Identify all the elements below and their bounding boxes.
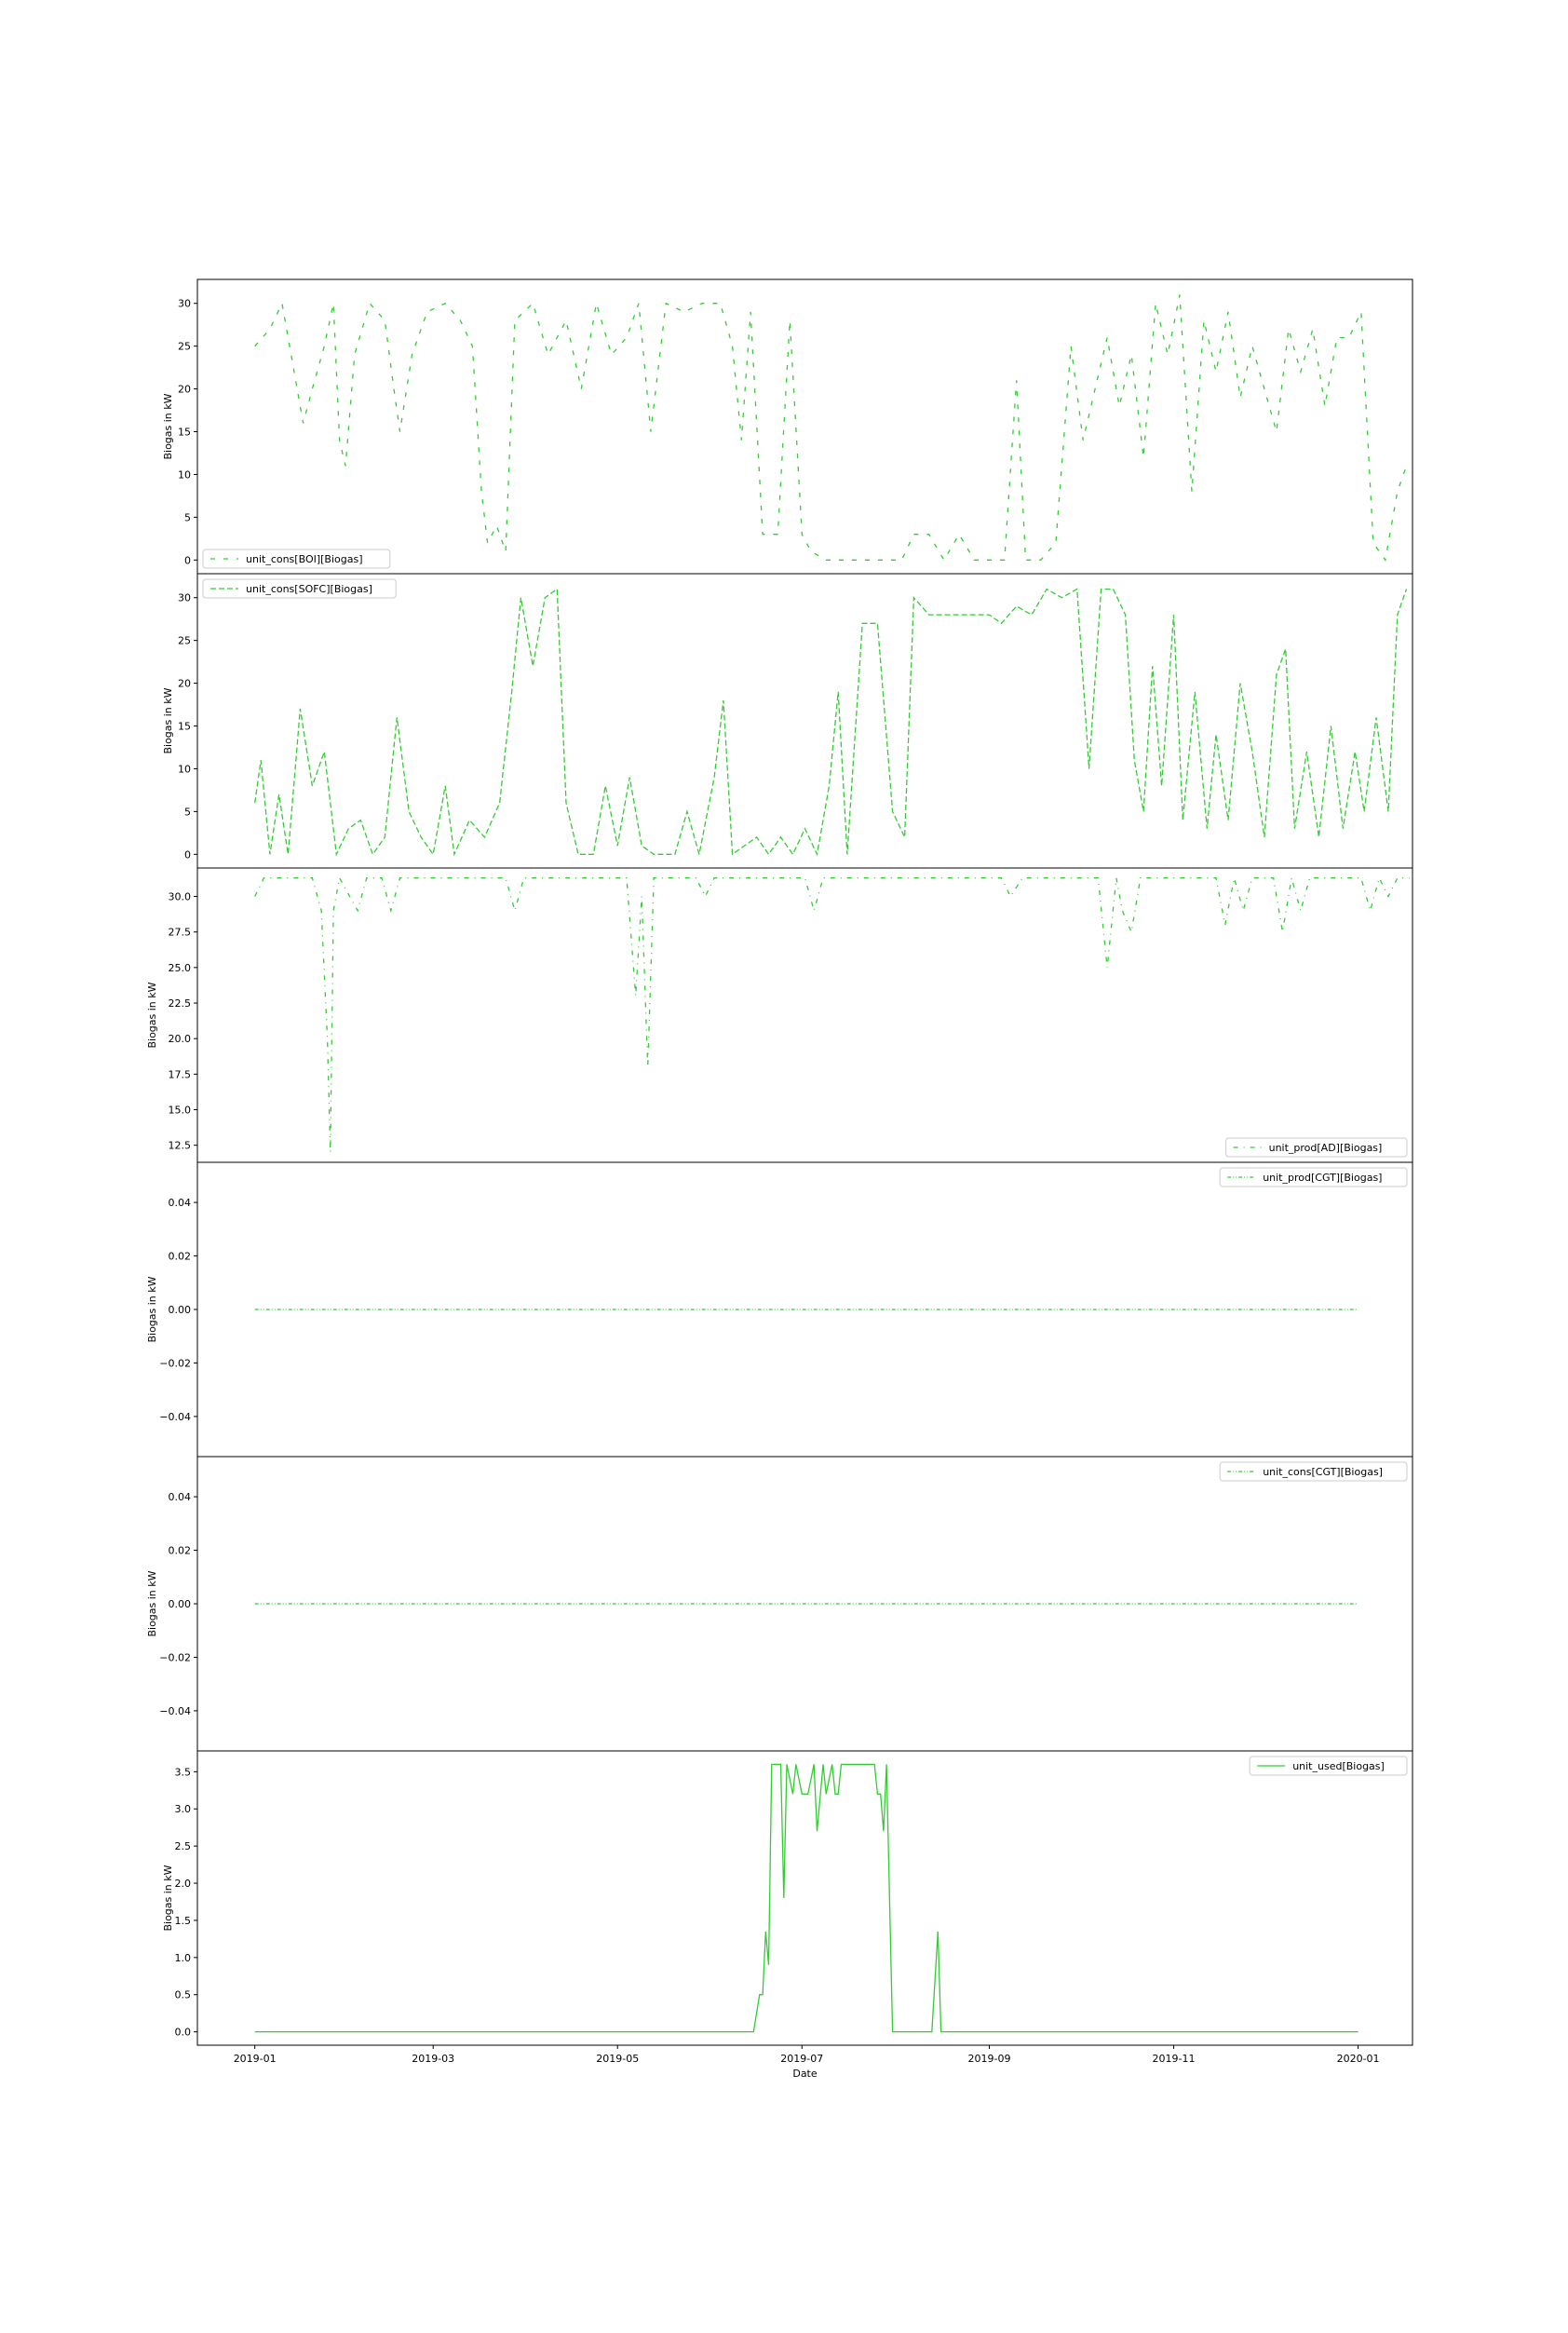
- legend-box: [202, 578, 397, 599]
- y-axis-label: Biogas in kW: [146, 1276, 158, 1342]
- y-axis-label: Biogas in kW: [162, 393, 174, 459]
- y-axis-label: Biogas in kW: [162, 687, 174, 753]
- subplot-4: −0.04 −0.02 0.00 0.02 0.04 Biogas in kW unit_p…: [146, 1161, 1413, 1458]
- series-line: [254, 875, 1410, 1153]
- y-tick-label: 0.00: [169, 1304, 192, 1316]
- y-axis-label: Biogas in kW: [146, 1570, 158, 1636]
- x-tick-label: 2019-01: [234, 2053, 277, 2065]
- y-tick-label: 12.5: [169, 1140, 192, 1152]
- subplot-6: 0.0 0.5 1.0 1.5 2.0 2.5 3.0 3.5 Biogas in kW 2019…: [162, 1750, 1413, 2080]
- y-tick-label: 0.02: [169, 1545, 192, 1557]
- y-tick-label: 15: [178, 427, 191, 439]
- y-tick-label: 30: [178, 298, 191, 310]
- legend: unit_prod[AD][Biogas]: [1225, 1137, 1408, 1158]
- subplot-5: −0.04 −0.02 0.00 0.02 0.04 Biogas in kW unit_c…: [146, 1456, 1413, 1752]
- legend-box: [1249, 1756, 1408, 1776]
- legend: unit_used[Biogas]: [1249, 1756, 1408, 1776]
- legend-label: unit_cons[SOFC][Biogas]: [246, 583, 372, 595]
- y-tick-label: 3.0: [175, 1803, 192, 1815]
- y-tick-label: 0.04: [169, 1491, 192, 1503]
- legend: unit_prod[CGT][Biogas]: [1219, 1167, 1408, 1187]
- y-tick-label: 10: [178, 763, 191, 775]
- subplot-3: 12.5 15.0 17.5 20.0 22.5 25.0 27.5 30.0 Biogas i…: [146, 867, 1413, 1163]
- legend-label: unit_prod[CGT][Biogas]: [1263, 1172, 1382, 1184]
- axes-frame: [196, 1750, 1413, 2046]
- y-tick-label: 0: [184, 554, 191, 566]
- legend-box: [1219, 1461, 1408, 1482]
- legend: unit_cons[CGT][Biogas]: [1219, 1461, 1408, 1482]
- x-tick-label: 2020-01: [1337, 2053, 1380, 2065]
- y-axis-label: Biogas in kW: [162, 1865, 174, 1931]
- y-axis-label: Biogas in kW: [146, 982, 158, 1048]
- y-tick-label: 20: [178, 384, 191, 396]
- y-tick-label: −0.02: [159, 1651, 191, 1663]
- legend-label: unit_cons[BOI][Biogas]: [246, 553, 363, 565]
- y-tick-label: 30: [178, 592, 191, 604]
- y-tick-label: −0.04: [159, 1705, 191, 1717]
- y-tick-label: 0.04: [169, 1197, 192, 1209]
- series-line: [254, 294, 1408, 562]
- x-axis-label: Date: [792, 2068, 818, 2080]
- y-tick-label: 22.5: [169, 997, 192, 1010]
- y-tick-label: 17.5: [169, 1068, 192, 1080]
- series-line: [254, 1763, 1358, 2033]
- legend-label: unit_cons[CGT][Biogas]: [1263, 1466, 1383, 1478]
- y-tick-label: 0.00: [169, 1598, 192, 1610]
- legend-box: [202, 549, 391, 569]
- y-tick-label: 25: [178, 341, 191, 353]
- x-tick-label: 2019-11: [1153, 2053, 1196, 2065]
- legend: unit_cons[BOI][Biogas]: [202, 549, 391, 569]
- y-tick-label: 2.5: [175, 1840, 192, 1852]
- axes-frame: [196, 867, 1413, 1163]
- axes-frame: [196, 573, 1413, 869]
- y-tick-label: 1.5: [175, 1915, 192, 1927]
- series-line: [254, 588, 1408, 857]
- y-tick-label: −0.04: [159, 1411, 191, 1423]
- y-tick-label: 5: [184, 511, 191, 523]
- y-tick-label: 27.5: [169, 927, 192, 939]
- legend: unit_cons[SOFC][Biogas]: [202, 578, 397, 599]
- y-tick-label: 15.0: [169, 1105, 192, 1117]
- y-tick-label: 0.0: [175, 2027, 192, 2039]
- y-tick-label: −0.02: [159, 1357, 191, 1369]
- y-tick-label: 0.02: [169, 1251, 192, 1263]
- y-tick-label: 3.5: [175, 1766, 192, 1778]
- y-tick-label: 1.0: [175, 1952, 192, 1964]
- subplot-2: 0 5 10 15 20 25 30 Biogas in kW unit_cons[SOFC][…: [162, 573, 1413, 869]
- y-tick-label: 10: [178, 468, 191, 481]
- x-tick-label: 2019-07: [780, 2053, 823, 2065]
- y-tick-label: 5: [184, 806, 191, 818]
- x-tick-label: 2019-05: [596, 2053, 639, 2065]
- y-tick-label: 15: [178, 721, 191, 733]
- legend-box: [1225, 1137, 1408, 1158]
- y-tick-label: 25: [178, 635, 191, 647]
- y-tick-label: 20.0: [169, 1033, 192, 1045]
- legend-label: unit_prod[AD][Biogas]: [1269, 1142, 1383, 1154]
- y-tick-label: 20: [178, 678, 191, 690]
- y-tick-label: 0: [184, 848, 191, 861]
- y-tick-label: 30.0: [169, 891, 192, 903]
- legend-label: unit_used[Biogas]: [1292, 1760, 1385, 1772]
- x-tick-label: 2019-03: [412, 2053, 454, 2065]
- x-tick-label: 2019-09: [968, 2053, 1011, 2065]
- subplot-1: 0 5 10 15 20 25 30 Biogas in kW unit_cons[BOI][B…: [162, 278, 1413, 575]
- y-tick-label: 2.0: [175, 1878, 192, 1890]
- y-tick-label: 25.0: [169, 962, 192, 974]
- legend-box: [1219, 1167, 1408, 1187]
- y-tick-label: 0.5: [175, 1989, 192, 2001]
